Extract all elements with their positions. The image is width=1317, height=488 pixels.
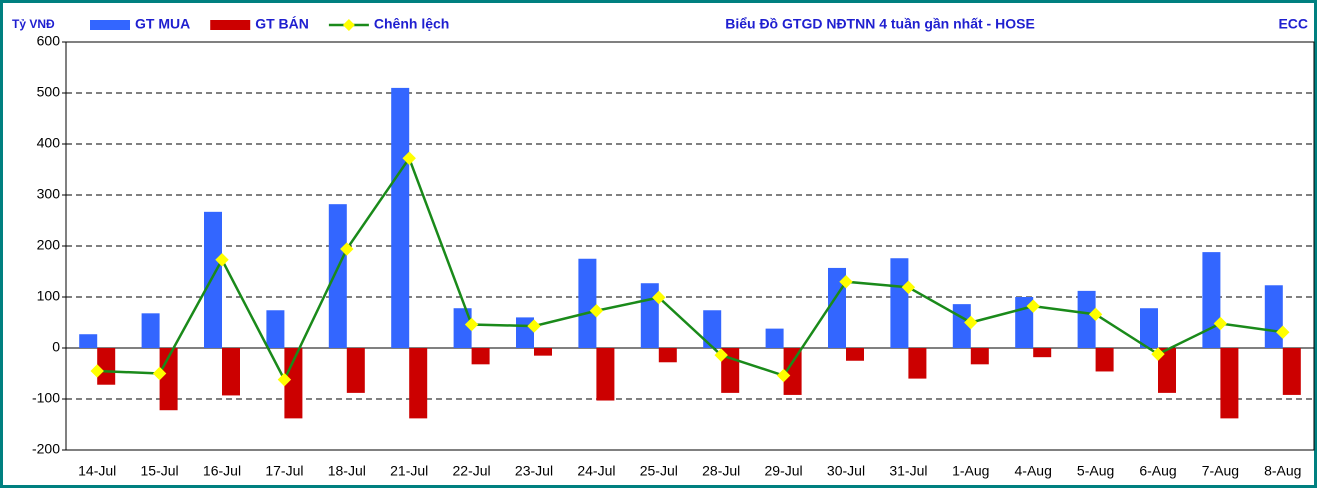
line (97, 155, 1283, 383)
line-marker (1151, 347, 1165, 361)
bar (890, 258, 909, 348)
x-tick-label: 31-Jul (889, 463, 927, 479)
legend-label: GT MUA (135, 16, 190, 32)
bar (908, 348, 927, 379)
line-marker (1213, 316, 1228, 331)
line-marker (964, 315, 978, 330)
line-marker (776, 368, 791, 383)
bar (391, 87, 410, 349)
bar (471, 348, 490, 365)
y-tick-label: 600 (37, 33, 61, 49)
line-marker (215, 253, 229, 267)
line-marker (152, 366, 167, 381)
bar (453, 308, 472, 348)
bar (534, 348, 552, 356)
x-tick-label: 7-Aug (1202, 463, 1239, 479)
bar (204, 211, 222, 348)
x-tick-label: 18-Jul (328, 463, 366, 479)
source: ECC (1278, 16, 1308, 32)
y-tick-label: -200 (32, 441, 60, 457)
bar (346, 348, 365, 393)
x-tick-label: 8-Aug (1264, 463, 1301, 479)
line-marker (1276, 325, 1290, 339)
x-tick-label: 1-Aug (952, 463, 989, 479)
y-tick-label: 0 (52, 339, 60, 355)
x-tick-label: 14-Jul (78, 463, 116, 479)
bar (328, 204, 347, 348)
bar (79, 334, 98, 348)
bar (765, 328, 784, 348)
x-tick-label: 28-Jul (702, 463, 740, 479)
y-tick-label: 500 (37, 84, 61, 100)
x-tick-label: 24-Jul (577, 463, 615, 479)
line-marker (90, 364, 104, 378)
x-tick-label: 16-Jul (203, 463, 241, 479)
line-marker (1088, 307, 1103, 322)
bar (1202, 252, 1221, 348)
x-tick-label: 17-Jul (265, 463, 303, 479)
y-axis-label: Tỷ VNĐ (12, 17, 55, 31)
bar (970, 348, 989, 365)
line-marker (402, 151, 416, 165)
bar (1033, 348, 1052, 358)
x-tick-label: 25-Jul (640, 463, 678, 479)
bar (97, 348, 116, 385)
bar (284, 348, 303, 419)
line-marker (839, 274, 853, 289)
y-tick-label: 200 (37, 237, 61, 253)
bar (1095, 348, 1114, 372)
x-tick-label: 4-Aug (1015, 463, 1052, 479)
bar (1158, 348, 1176, 393)
x-tick-label: 15-Jul (141, 463, 179, 479)
bar (640, 283, 659, 348)
bar (516, 317, 534, 348)
bar (409, 348, 428, 419)
line-marker (652, 290, 666, 305)
legend-swatch (210, 20, 251, 30)
x-tick-label: 6-Aug (1139, 463, 1176, 479)
x-tick-label: 22-Jul (453, 463, 491, 479)
legend-marker (342, 19, 355, 31)
x-tick-label: 29-Jul (765, 463, 803, 479)
line-marker (901, 280, 916, 295)
line-marker (714, 348, 728, 362)
y-tick-label: 100 (37, 288, 61, 304)
y-tick-label: 400 (37, 135, 61, 151)
x-tick-label: 5-Aug (1077, 463, 1114, 479)
legend-swatch (90, 20, 130, 30)
bar (1264, 285, 1283, 348)
bar (658, 348, 677, 363)
bar (266, 310, 285, 348)
line-marker (1026, 299, 1040, 313)
bar (1282, 348, 1301, 395)
line-marker (340, 242, 354, 256)
x-tick-label: 23-Jul (515, 463, 553, 479)
bar (1077, 290, 1096, 348)
x-tick-label: 21-Jul (390, 463, 428, 479)
bar (783, 348, 802, 395)
chart-title: Biểu Đồ GTGD NĐTNN 4 tuần gần nhất - HOS… (725, 16, 1035, 32)
bar (141, 313, 160, 348)
bar (846, 348, 864, 361)
bar (1140, 308, 1158, 348)
bar (703, 310, 722, 348)
line-marker (464, 317, 479, 332)
bar (1220, 348, 1239, 419)
y-tick-label: 300 (37, 186, 61, 202)
y-tick-label: -100 (32, 390, 60, 406)
line-marker (277, 372, 292, 387)
x-tick-label: 30-Jul (827, 463, 865, 479)
bar (596, 348, 615, 401)
legend-label: Chênh lệch (374, 16, 449, 32)
bar (578, 258, 597, 348)
legend-label: GT BÁN (255, 16, 309, 32)
bar (222, 348, 240, 396)
line-marker (589, 304, 604, 318)
line-marker (527, 319, 541, 333)
